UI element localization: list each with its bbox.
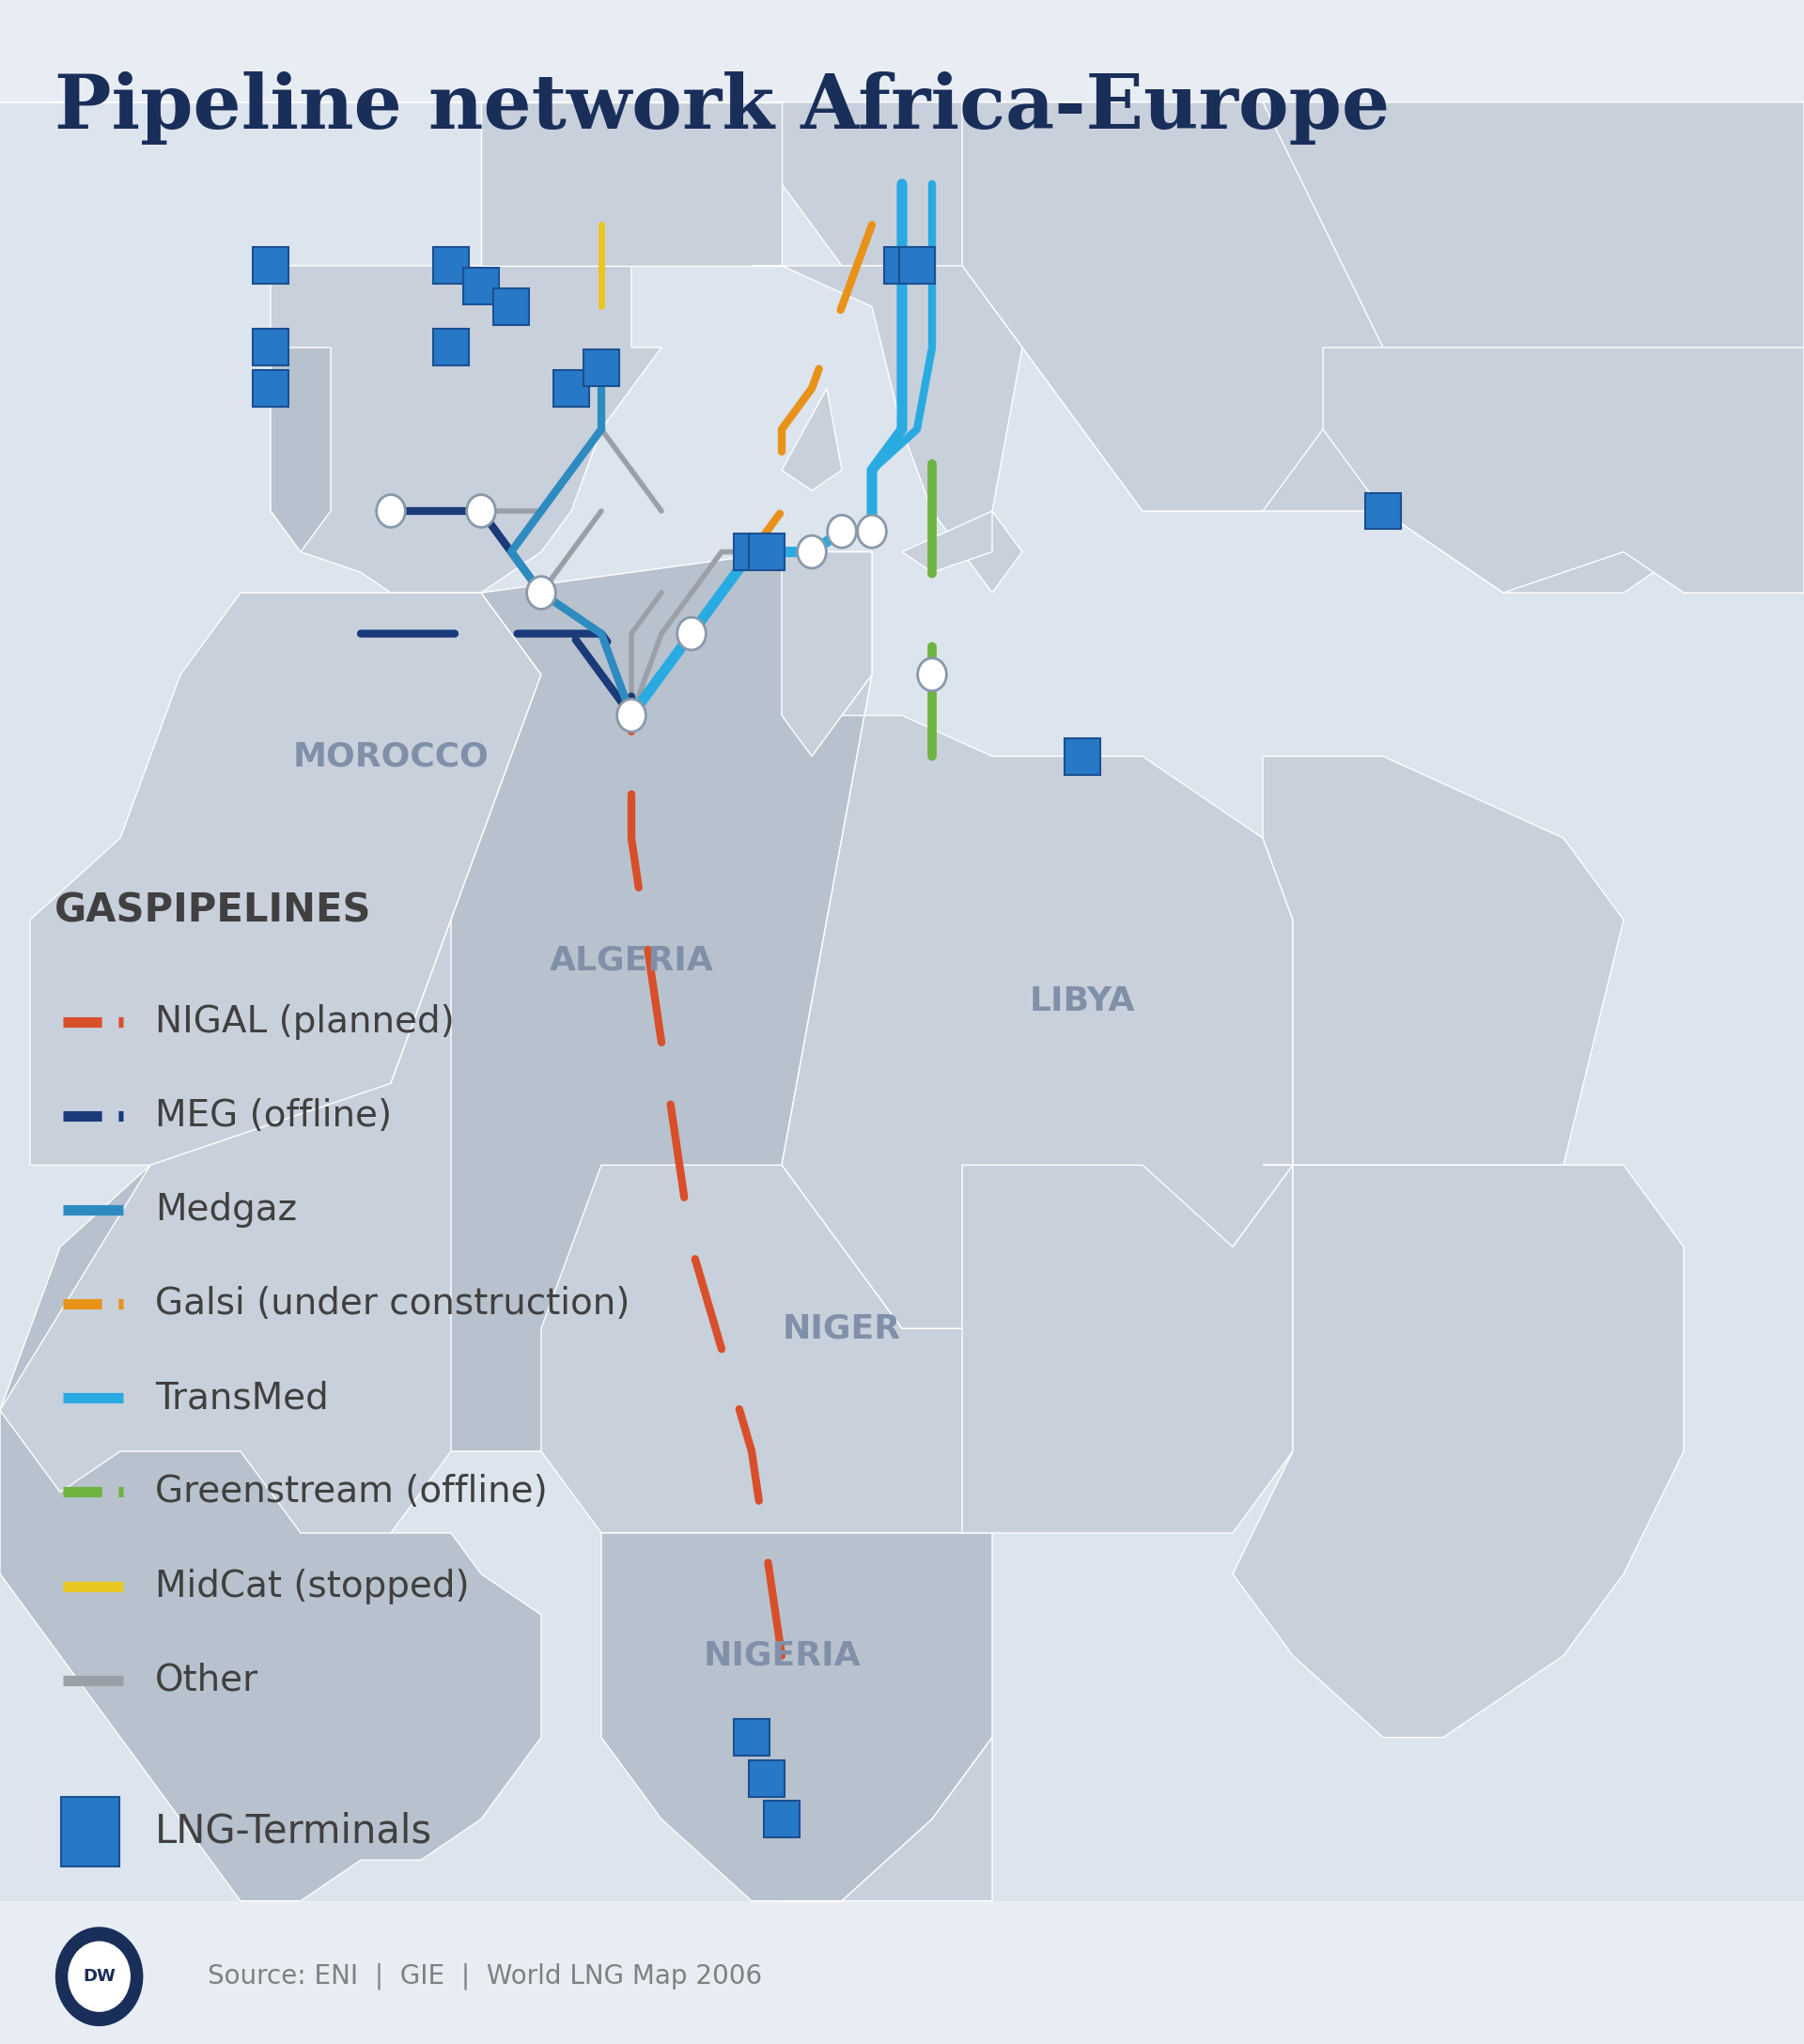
Text: NIGER: NIGER: [783, 1312, 902, 1345]
Circle shape: [617, 699, 646, 732]
FancyBboxPatch shape: [0, 102, 1804, 1901]
Circle shape: [738, 536, 767, 568]
FancyBboxPatch shape: [749, 1760, 785, 1797]
Text: DW: DW: [83, 1968, 115, 1985]
Polygon shape: [1263, 756, 1624, 1165]
Text: MidCat (stopped): MidCat (stopped): [155, 1568, 469, 1605]
Polygon shape: [1322, 347, 1804, 593]
Circle shape: [797, 536, 826, 568]
Polygon shape: [301, 552, 871, 1451]
Circle shape: [69, 1942, 130, 2011]
Text: Pipeline network Africa-Europe: Pipeline network Africa-Europe: [54, 72, 1389, 145]
Text: NIGAL (planned): NIGAL (planned): [155, 1004, 455, 1040]
Polygon shape: [0, 920, 451, 1533]
Polygon shape: [781, 1737, 992, 1901]
Text: MOROCCO: MOROCCO: [292, 740, 489, 773]
Circle shape: [56, 1927, 143, 2026]
FancyBboxPatch shape: [1064, 738, 1100, 775]
FancyBboxPatch shape: [61, 1797, 119, 1866]
Polygon shape: [962, 1165, 1293, 1533]
Text: MEG (offline): MEG (offline): [155, 1098, 391, 1134]
FancyBboxPatch shape: [464, 268, 500, 305]
Circle shape: [918, 658, 947, 691]
FancyBboxPatch shape: [734, 1719, 770, 1756]
Circle shape: [857, 515, 886, 548]
FancyBboxPatch shape: [253, 247, 289, 284]
FancyBboxPatch shape: [253, 370, 289, 407]
Text: Source: ENI  |  GIE  |  World LNG Map 2006: Source: ENI | GIE | World LNG Map 2006: [207, 1962, 761, 1991]
FancyBboxPatch shape: [583, 350, 619, 386]
Polygon shape: [271, 347, 330, 552]
Circle shape: [527, 576, 556, 609]
Polygon shape: [541, 1165, 992, 1533]
FancyBboxPatch shape: [898, 247, 934, 284]
FancyBboxPatch shape: [749, 533, 785, 570]
Text: Other: Other: [155, 1662, 258, 1699]
Polygon shape: [781, 552, 871, 756]
Polygon shape: [781, 388, 842, 491]
Text: LIBYA: LIBYA: [1030, 985, 1135, 1018]
Text: TransMed: TransMed: [155, 1380, 328, 1416]
Circle shape: [828, 515, 857, 548]
FancyBboxPatch shape: [492, 288, 529, 325]
Polygon shape: [271, 266, 662, 593]
Circle shape: [467, 495, 496, 527]
Text: Medgaz: Medgaz: [155, 1192, 298, 1228]
Text: Galsi (under construction): Galsi (under construction): [155, 1286, 630, 1322]
Text: NIGERIA: NIGERIA: [704, 1639, 861, 1672]
FancyBboxPatch shape: [734, 533, 770, 570]
Polygon shape: [781, 675, 1293, 1329]
FancyBboxPatch shape: [433, 247, 469, 284]
Polygon shape: [482, 102, 781, 266]
Circle shape: [676, 617, 705, 650]
Polygon shape: [601, 1533, 992, 1901]
FancyBboxPatch shape: [1366, 493, 1402, 529]
Polygon shape: [752, 266, 1023, 593]
FancyBboxPatch shape: [253, 329, 289, 366]
FancyBboxPatch shape: [763, 1801, 799, 1838]
Polygon shape: [962, 102, 1384, 511]
FancyBboxPatch shape: [884, 247, 920, 284]
Circle shape: [377, 495, 406, 527]
Text: Greenstream (offline): Greenstream (offline): [155, 1474, 548, 1511]
Polygon shape: [31, 593, 541, 1165]
Polygon shape: [0, 102, 1804, 593]
Text: LNG-Terminals: LNG-Terminals: [155, 1811, 433, 1852]
Text: GASPIPELINES: GASPIPELINES: [54, 891, 372, 930]
FancyBboxPatch shape: [554, 370, 590, 407]
Polygon shape: [1232, 1165, 1683, 1737]
Polygon shape: [0, 1165, 541, 1901]
FancyBboxPatch shape: [433, 329, 469, 366]
Text: ALGERIA: ALGERIA: [548, 944, 714, 977]
Polygon shape: [902, 511, 992, 572]
